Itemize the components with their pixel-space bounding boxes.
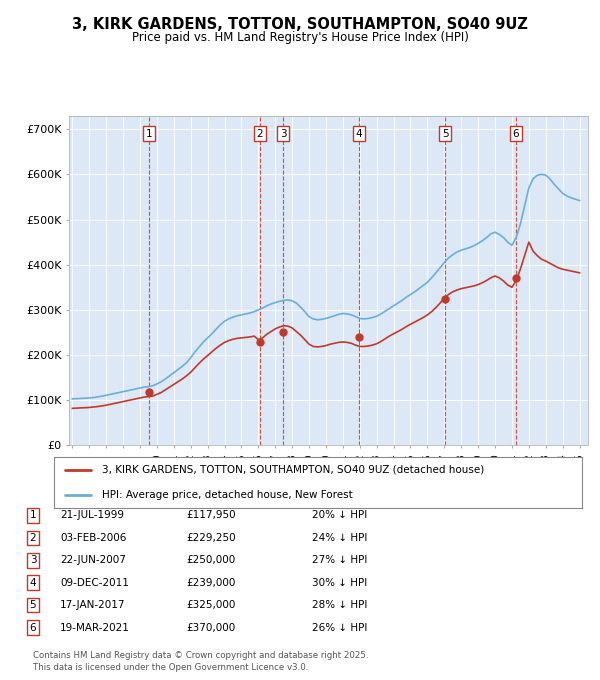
Text: £117,950: £117,950 xyxy=(186,511,236,520)
Text: 19-MAR-2021: 19-MAR-2021 xyxy=(60,623,130,632)
Text: £370,000: £370,000 xyxy=(186,623,235,632)
Text: HPI: Average price, detached house, New Forest: HPI: Average price, detached house, New … xyxy=(101,490,352,500)
Text: 3: 3 xyxy=(280,129,287,139)
Text: 1: 1 xyxy=(29,511,37,520)
Text: 3: 3 xyxy=(29,556,37,565)
Text: 1: 1 xyxy=(146,129,152,139)
Text: 6: 6 xyxy=(512,129,519,139)
Text: Price paid vs. HM Land Registry's House Price Index (HPI): Price paid vs. HM Land Registry's House … xyxy=(131,31,469,44)
Text: 2: 2 xyxy=(29,533,37,543)
Text: 4: 4 xyxy=(29,578,37,588)
Text: 26% ↓ HPI: 26% ↓ HPI xyxy=(312,623,367,632)
Text: 5: 5 xyxy=(442,129,448,139)
Text: 6: 6 xyxy=(29,623,37,632)
Text: 09-DEC-2011: 09-DEC-2011 xyxy=(60,578,129,588)
Text: 03-FEB-2006: 03-FEB-2006 xyxy=(60,533,127,543)
Text: £229,250: £229,250 xyxy=(186,533,236,543)
Text: 28% ↓ HPI: 28% ↓ HPI xyxy=(312,600,367,610)
Text: 17-JAN-2017: 17-JAN-2017 xyxy=(60,600,125,610)
Text: 27% ↓ HPI: 27% ↓ HPI xyxy=(312,556,367,565)
Text: 24% ↓ HPI: 24% ↓ HPI xyxy=(312,533,367,543)
Text: 3, KIRK GARDENS, TOTTON, SOUTHAMPTON, SO40 9UZ (detached house): 3, KIRK GARDENS, TOTTON, SOUTHAMPTON, SO… xyxy=(101,464,484,475)
Text: 3, KIRK GARDENS, TOTTON, SOUTHAMPTON, SO40 9UZ: 3, KIRK GARDENS, TOTTON, SOUTHAMPTON, SO… xyxy=(72,17,528,32)
Text: £325,000: £325,000 xyxy=(186,600,235,610)
Text: £239,000: £239,000 xyxy=(186,578,235,588)
Text: 5: 5 xyxy=(29,600,37,610)
Text: 21-JUL-1999: 21-JUL-1999 xyxy=(60,511,124,520)
Text: 20% ↓ HPI: 20% ↓ HPI xyxy=(312,511,367,520)
Text: 4: 4 xyxy=(355,129,362,139)
Text: £250,000: £250,000 xyxy=(186,556,235,565)
Text: 22-JUN-2007: 22-JUN-2007 xyxy=(60,556,126,565)
Text: Contains HM Land Registry data © Crown copyright and database right 2025.
This d: Contains HM Land Registry data © Crown c… xyxy=(33,651,368,672)
Text: 2: 2 xyxy=(257,129,263,139)
Text: 30% ↓ HPI: 30% ↓ HPI xyxy=(312,578,367,588)
